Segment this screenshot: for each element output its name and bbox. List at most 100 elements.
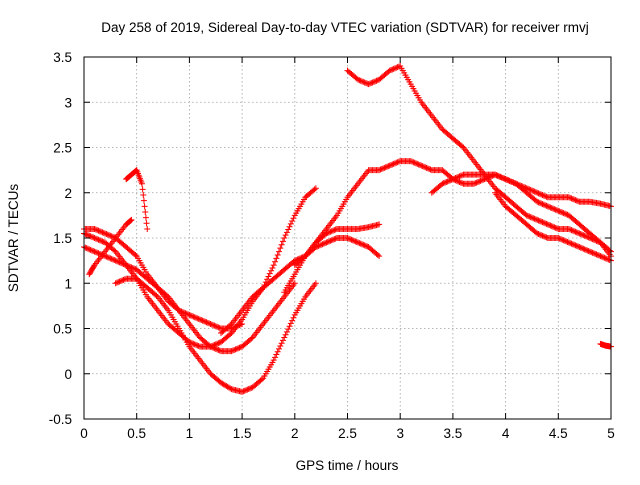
data-point-arc-h [473, 179, 480, 186]
data-point-arc-k [596, 252, 603, 259]
data-point-arc-i [355, 76, 362, 83]
data-point-arc-i [568, 227, 575, 234]
data-point-arc-f [376, 253, 383, 260]
data-point-arc-h [527, 186, 534, 193]
y-tick-label: 3.5 [53, 50, 72, 65]
data-point-arc-k [577, 244, 584, 251]
data-point-arc-a [199, 317, 206, 324]
data-point-arc-k [534, 230, 541, 237]
data-point-arc-h [418, 162, 425, 169]
data-point-arc-c [282, 232, 289, 239]
data-point-arc-e [210, 344, 217, 351]
data-point-arc-f [316, 242, 323, 249]
data-point-arc-c [278, 241, 285, 248]
data-point-arc-j [451, 175, 458, 182]
data-point-arc-k [542, 233, 549, 240]
data-point-arc-e [212, 345, 219, 352]
data-point-arc-h [393, 159, 400, 166]
data-point-arc-c [95, 236, 102, 243]
data-point-arc-h [524, 185, 531, 192]
data-point-arc-h [380, 165, 387, 172]
data-point-arc-j [499, 175, 506, 182]
data-point-arc-h [569, 195, 576, 202]
data-point-arc-e [117, 259, 124, 266]
data-point-arc-h [377, 166, 384, 173]
data-point-arc-d [290, 314, 297, 321]
data-points [81, 63, 614, 395]
data-point-arc-h [470, 180, 477, 187]
data-point-arc-i [573, 229, 580, 236]
data-point-arc-c [192, 341, 199, 348]
data-point-arc-e [84, 245, 91, 252]
data-point-arc-d [243, 387, 250, 394]
data-point-arc-e [109, 256, 116, 263]
data-point-arc-f [319, 241, 326, 248]
data-point-arc-a [103, 231, 110, 238]
data-point-arc-c [88, 233, 95, 240]
data-point-arc-f [348, 236, 355, 243]
data-point-arc-j [556, 208, 563, 215]
data-point-arc-h [415, 161, 422, 168]
data-point-arc-c [83, 231, 90, 238]
data-point-arc-g [328, 228, 335, 235]
data-point-arc-i [535, 217, 542, 224]
data-point-arc-d [247, 385, 254, 392]
data-point-arc-h [532, 189, 539, 196]
data-point-arc-h [416, 162, 423, 169]
data-point-arc-g [330, 227, 337, 234]
y-tick-label: 2.5 [53, 141, 72, 156]
data-point-arc-i [527, 214, 534, 221]
data-point-arc-i [544, 221, 551, 228]
data-point-arc-e [95, 250, 102, 257]
data-point-arc-j [546, 203, 553, 210]
data-point-arc-c [227, 331, 234, 338]
data-point-arc-c [99, 238, 106, 245]
data-point-arc-h [539, 192, 546, 199]
data-point-arc-k [605, 256, 612, 263]
data-point-arc-h [389, 161, 396, 168]
data-point-arc-i [585, 234, 592, 241]
data-point-arc-a [196, 316, 203, 323]
data-point-arc-h [426, 165, 433, 172]
data-point-arc-j [455, 173, 462, 180]
data-point-arc-h [530, 188, 537, 195]
data-point-arc-j [496, 173, 503, 180]
data-point-arc-h [378, 165, 385, 172]
data-point-arc-j [445, 177, 452, 184]
data-point-arc-i [373, 77, 380, 84]
data-point-arc-f [347, 236, 354, 243]
data-point-arc-c [195, 343, 202, 350]
data-point-arc-c [266, 270, 273, 277]
data-point-arc-i [358, 78, 365, 85]
data-point-arc-g [332, 226, 339, 233]
data-point-arc-k [589, 249, 596, 256]
data-point-arc-e [121, 261, 128, 268]
data-point-arc-m [142, 208, 149, 215]
data-point-arc-b [127, 217, 134, 224]
data-point-arc-i [394, 64, 401, 71]
data-point-arc-c [215, 340, 222, 347]
data-point-arc-k [565, 239, 572, 246]
data-point-arc-c [275, 248, 282, 255]
data-point-arc-c [191, 341, 198, 348]
data-point-arc-i [356, 77, 363, 84]
data-point-arc-h [457, 179, 464, 186]
data-point-arc-k [601, 254, 608, 261]
data-point-arc-e [87, 246, 94, 253]
data-point-arc-c [90, 234, 97, 241]
data-point-arc-e [231, 346, 238, 353]
data-point-arc-j [596, 238, 603, 245]
data-point-arc-j [507, 178, 514, 185]
data-point-arc-j [542, 202, 549, 209]
data-point-arc-j [453, 174, 460, 181]
data-point-arc-h [528, 187, 535, 194]
data-point-arc-c [264, 276, 271, 283]
data-point-arc-h [565, 194, 572, 201]
data-point-arc-g [331, 227, 338, 234]
data-point-arc-h [480, 176, 487, 183]
data-point-arc-f [318, 241, 325, 248]
data-point-arc-c [84, 232, 91, 239]
data-point-arc-f [356, 240, 363, 247]
data-point-arc-h [478, 177, 485, 184]
